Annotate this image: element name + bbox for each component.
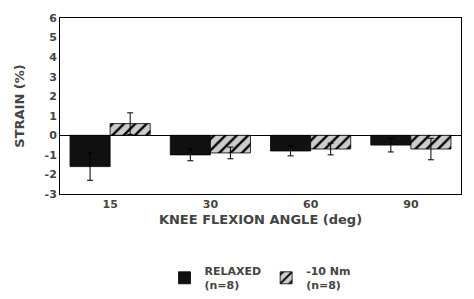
svg-text:STRAIN (%): STRAIN (%) — [12, 64, 27, 147]
svg-text:3: 3 — [49, 71, 57, 84]
svg-text:KNEE FLEXION ANGLE (deg): KNEE FLEXION ANGLE (deg) — [159, 212, 362, 227]
svg-text:1: 1 — [49, 110, 57, 123]
svg-text:2: 2 — [49, 90, 57, 103]
svg-text:90: 90 — [403, 198, 419, 211]
svg-text:0: 0 — [49, 129, 57, 142]
svg-text:60: 60 — [303, 198, 319, 211]
svg-text:-10 Nm(n=8): -10 Nm(n=8) — [306, 265, 350, 292]
svg-text:-1: -1 — [45, 149, 57, 162]
svg-text:-2: -2 — [45, 168, 57, 181]
svg-text:5: 5 — [49, 31, 57, 44]
svg-text:6: 6 — [49, 12, 57, 25]
svg-text:4: 4 — [49, 51, 57, 64]
svg-text:15: 15 — [102, 198, 117, 211]
svg-text:-3: -3 — [45, 188, 57, 201]
svg-text:30: 30 — [203, 198, 219, 211]
svg-text:RELAXED(n=8): RELAXED(n=8) — [205, 265, 262, 292]
